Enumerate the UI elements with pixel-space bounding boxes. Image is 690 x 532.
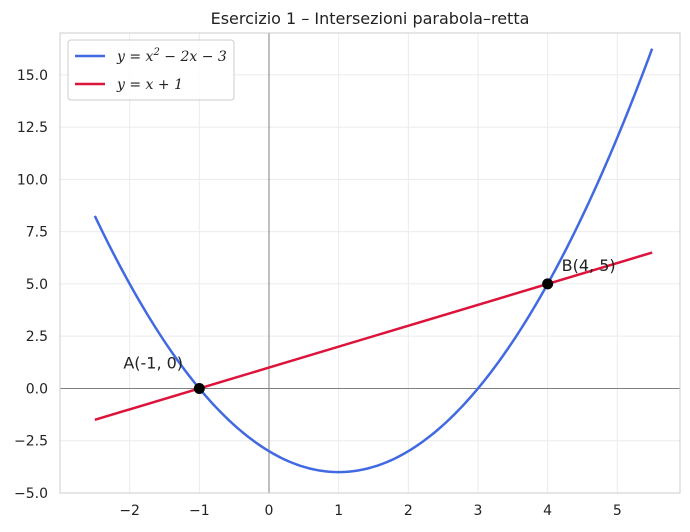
y-tick-label: 5.0 [26, 277, 48, 293]
x-tick-label: −1 [189, 503, 210, 519]
legend-label: y = x2 − 2x − 3 [116, 47, 227, 65]
y-tick-label: 10.0 [17, 172, 48, 188]
intersection-point [193, 382, 205, 394]
series-group [93, 48, 654, 474]
legend-label-main: y = x [116, 49, 154, 65]
y-tick-label: 12.5 [17, 120, 48, 136]
intersection-point [542, 278, 554, 290]
y-tick-label: 7.5 [26, 225, 48, 241]
tick-labels: −2 −1 0 1 2 3 4 5 −5.0 −2.5 0.0 2.5 5.0 7.5 10.0 12.5 15… [14, 68, 622, 519]
point-label: A(-1, 0) [123, 353, 183, 372]
y-tick-label: −2.5 [14, 434, 48, 450]
chart-title: Esercizio 1 – Intersezioni parabola–rett… [211, 9, 530, 28]
straight-line [94, 251, 653, 422]
legend-label-rest: − 2x − 3 [160, 49, 227, 65]
legend-box [67, 39, 235, 101]
x-tick-label: 4 [543, 503, 552, 519]
point-label: B(4, 5) [562, 256, 616, 275]
legend-label-main: y = x + 1 [116, 77, 183, 93]
legend-label: y = x + 1 [116, 77, 183, 93]
plot-frame [59, 32, 681, 494]
zero-axes [60, 33, 680, 493]
x-tick-label: 3 [474, 503, 483, 519]
x-tick-label: 5 [613, 503, 622, 519]
y-tick-label: 2.5 [26, 329, 48, 345]
parabola-line [93, 48, 654, 474]
y-tick-label: 15.0 [17, 68, 48, 84]
y-tick-label: 0.0 [26, 381, 48, 397]
x-tick-label: −2 [119, 503, 140, 519]
y-tick-label: −5.0 [14, 486, 48, 502]
points-group: A(-1, 0) B(4, 5) [123, 256, 616, 394]
legend-label-exponent: 2 [152, 47, 159, 58]
x-tick-label: 0 [265, 503, 274, 519]
x-tick-label: 2 [404, 503, 413, 519]
legend: y = x2 − 2x − 3 y = x + 1 [67, 39, 235, 101]
x-tick-label: 1 [334, 503, 343, 519]
